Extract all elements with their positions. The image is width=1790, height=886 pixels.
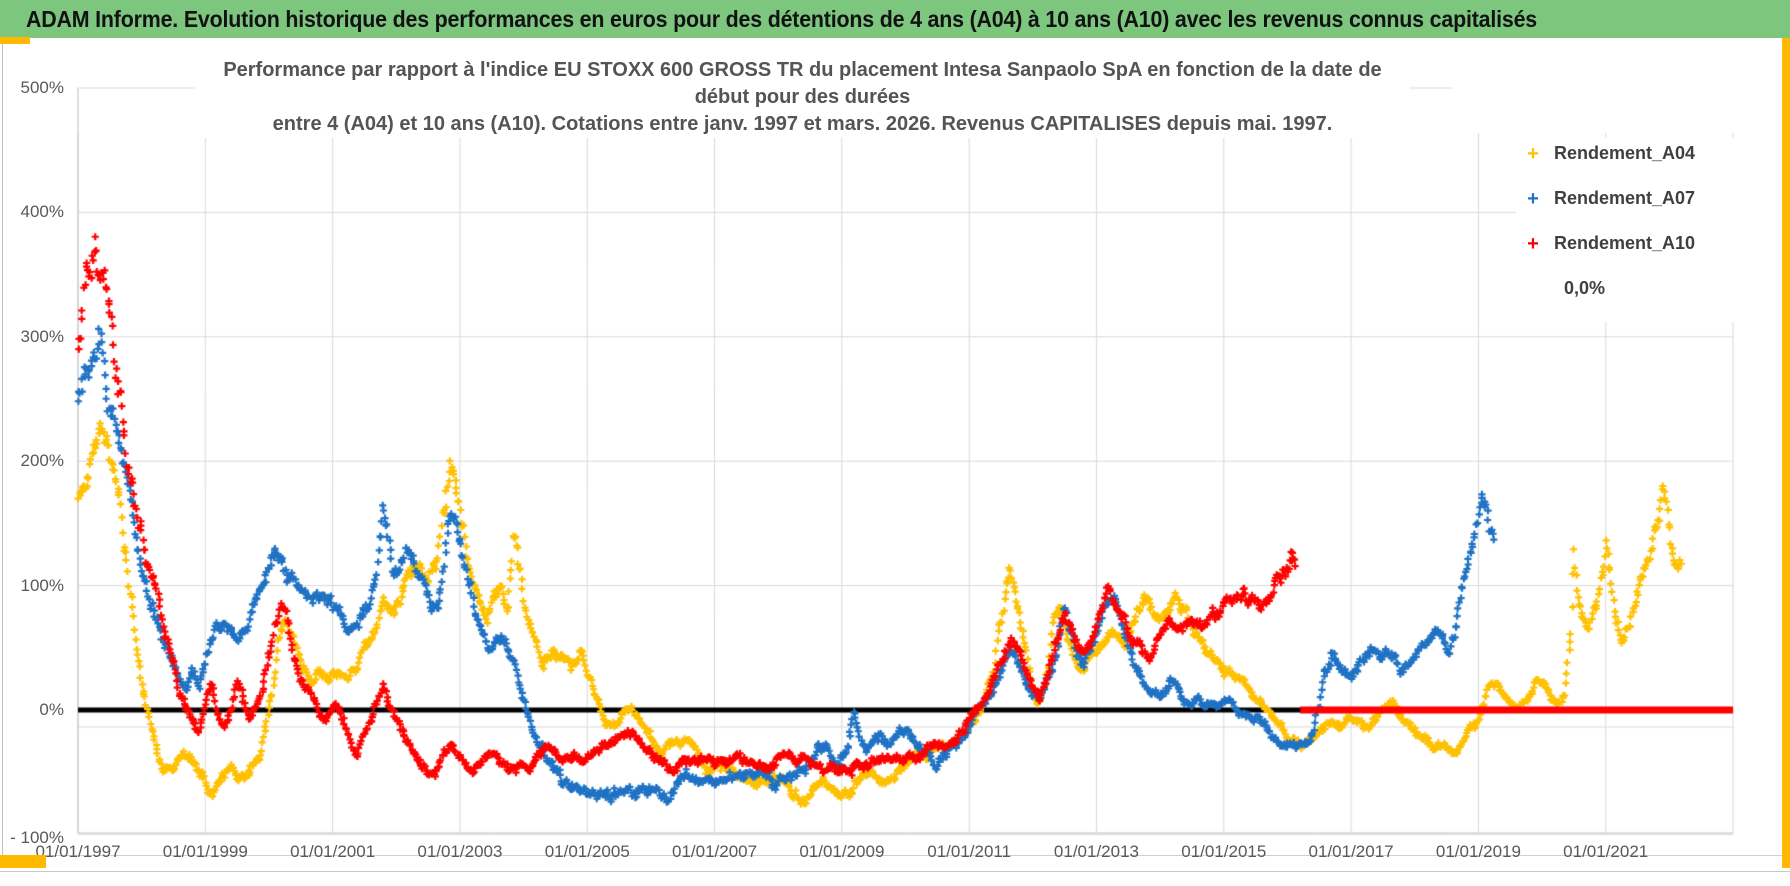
chart-title: Performance par rapport à l'indice EU ST…: [195, 57, 1410, 138]
x-tick-label: 01/01/2017: [1308, 842, 1394, 861]
plus-marker-icon: +: [1527, 187, 1539, 210]
legend-item-0-0-: 0,0%: [1516, 275, 1774, 302]
legend-item-rendement-a07: + Rendement_A07: [1516, 185, 1774, 212]
y-tick-label: 0%: [39, 700, 64, 719]
gold-corner-top-left: [0, 37, 30, 44]
legend-item-rendement-a04: + Rendement_A04: [1516, 140, 1774, 167]
x-tick-label: 01/01/2001: [290, 842, 376, 861]
y-tick-label: 400%: [20, 202, 64, 222]
chart-title-line1: Performance par rapport à l'indice EU ST…: [223, 59, 1382, 108]
banner: ADAM Informe. Evolution historique des p…: [0, 0, 1790, 38]
y-tick-label: 300%: [20, 326, 64, 346]
x-tick-label: 01/01/1997: [35, 842, 121, 861]
x-tick-label: 01/01/1999: [162, 842, 248, 861]
legend-label: Rendement_A07: [1554, 188, 1696, 208]
x-tick-label: 01/01/2013: [1053, 842, 1140, 861]
legend-label: Rendement_A04: [1554, 143, 1696, 163]
banner-title: ADAM Informe. Evolution historique des p…: [26, 6, 1538, 32]
x-tick-label: 01/01/2009: [799, 842, 885, 861]
y-tick-label: - 100%: [10, 828, 64, 848]
x-tick-label: 01/01/2005: [544, 842, 630, 861]
gold-corner-bottom-left: [0, 855, 46, 868]
x-tick-label: 01/01/2021: [1563, 842, 1649, 861]
y-tick-label: 200%: [20, 451, 64, 471]
legend-item-rendement-a10: + Rendement_A10: [1516, 230, 1774, 257]
chart-title-line2: entre 4 (A04) et 10 ans (A10). Cotations…: [272, 113, 1333, 135]
x-tick-label: 01/01/2003: [417, 842, 503, 861]
legend-label: 0,0%: [1564, 278, 1606, 298]
legend: + Rendement_A04 + Rendement_A07 + Rendement_A…: [1516, 138, 1774, 322]
legend-label: Rendement_A10: [1554, 233, 1696, 253]
y-tick-label: 100%: [20, 575, 64, 595]
x-tick-label: 01/01/2019: [1435, 842, 1521, 861]
y-tick-label: 500%: [20, 78, 64, 97]
x-tick-label: 01/01/2015: [1181, 842, 1267, 861]
gold-border-right: [1782, 38, 1790, 868]
plus-marker-icon: +: [1527, 232, 1539, 255]
x-tick-label: 01/01/2011: [927, 842, 1012, 861]
x-tick-label: 01/01/2007: [672, 842, 758, 861]
plus-marker-icon: +: [1527, 142, 1539, 165]
